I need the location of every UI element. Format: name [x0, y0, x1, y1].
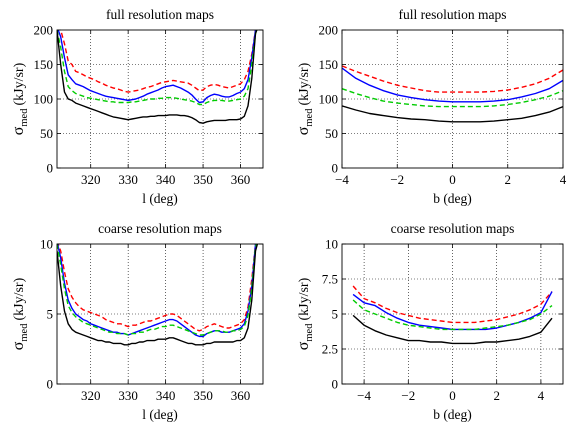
x-tick-label: 330: [118, 172, 138, 187]
series-line-4: [352, 314, 553, 345]
series-line-4: [57, 30, 258, 124]
x-tick-label: 360: [231, 388, 251, 403]
series-line-3: [57, 244, 258, 336]
x-tick-label: 330: [118, 388, 138, 403]
y-tick-label: 0: [332, 161, 339, 176]
y-tick-label: 150: [34, 57, 54, 72]
y-tick-label: 2.5: [322, 342, 338, 357]
y-tick-label: 50: [40, 126, 53, 141]
y-tick-label: 150: [319, 57, 339, 72]
x-tick-label: 350: [193, 388, 213, 403]
series-line-2: [57, 30, 257, 104]
chart-panel-3: 320 330 340 350 360 0 5 10 coarse resolution map…: [10, 221, 264, 422]
chart-title: coarse resolution maps: [391, 221, 515, 236]
x-tick-label: 0: [449, 388, 456, 403]
y-tick-label: 10: [40, 237, 53, 252]
x-tick-label: 4: [538, 388, 545, 403]
x-tick-label: 4: [560, 172, 567, 187]
series-line-1: [352, 285, 553, 324]
x-axis-label: l (deg): [142, 407, 178, 422]
y-tick-label: 0: [47, 161, 54, 176]
x-tick-label: 320: [81, 172, 101, 187]
y-tick-label: 5: [47, 307, 54, 322]
chart-panel-2: −4 −2 0 2 4 0 50 100 150 200 full resolution maps b…: [295, 7, 567, 206]
y-tick-label: 100: [319, 92, 339, 107]
chart-panel-4: −4 −2 0 2 4 0 2.5 5 7.5 10 coarse resolution maps b…: [295, 221, 564, 422]
x-tick-label: −2: [401, 388, 415, 403]
series-line-2: [342, 67, 563, 103]
y-axis-label: σmed(kJy/sr): [295, 277, 315, 350]
x-tick-label: −2: [390, 172, 404, 187]
x-tick-label: 350: [193, 172, 213, 187]
y-tick-label: 100: [34, 92, 54, 107]
chart-title: coarse resolution maps: [98, 221, 222, 236]
chart-panel-1: 320 330 340 350 360 0 50 100 150 200 full resoluti…: [10, 7, 264, 206]
series-line-4: [342, 105, 563, 123]
series-line-1: [59, 30, 257, 93]
x-axis-label: b (deg): [433, 191, 472, 206]
series-line-3: [352, 299, 553, 331]
y-axis-label: σmed(kJy/sr): [10, 277, 30, 350]
y-tick-label: 0: [332, 377, 339, 392]
y-tick-label: 5: [332, 307, 339, 322]
y-tick-label: 7.5: [322, 272, 338, 287]
y-tick-label: 200: [319, 23, 339, 38]
x-tick-label: 340: [156, 172, 176, 187]
series-line-1: [342, 65, 563, 93]
x-tick-label: 320: [81, 388, 101, 403]
x-axis-label: l (deg): [142, 191, 178, 206]
series-line-3: [57, 30, 258, 106]
x-tick-label: 2: [505, 172, 512, 187]
series-line-3: [342, 88, 563, 108]
y-tick-label: 200: [34, 23, 54, 38]
y-axis-label: σmed(kJy/sr): [10, 62, 30, 135]
chart-title: full resolution maps: [106, 7, 214, 22]
x-tick-label: 0: [449, 172, 456, 187]
x-tick-label: 360: [231, 172, 251, 187]
y-tick-label: 0: [47, 377, 54, 392]
x-tick-label: 340: [156, 388, 176, 403]
series-line-1: [57, 244, 257, 332]
y-tick-label: 50: [325, 126, 338, 141]
x-tick-label: −4: [335, 172, 349, 187]
chart-title: full resolution maps: [399, 7, 507, 22]
y-tick-label: 10: [325, 237, 338, 252]
x-tick-label: 2: [493, 388, 500, 403]
series-line-2: [57, 244, 257, 338]
y-axis-label: σmed(kJy/sr): [295, 62, 315, 135]
x-axis-label: b (deg): [433, 407, 472, 422]
x-tick-label: −4: [357, 388, 371, 403]
series-line-4: [57, 244, 259, 346]
